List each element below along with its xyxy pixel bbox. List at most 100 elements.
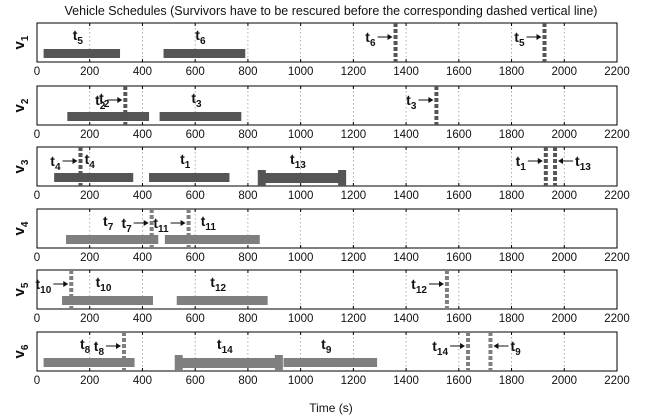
deadline-arrow-head xyxy=(438,281,444,287)
task-bar-end-cap xyxy=(257,170,266,186)
x-tick-label: 1200 xyxy=(341,252,367,264)
x-tick-label: 800 xyxy=(238,313,257,325)
deadline-arrow-head xyxy=(72,158,78,164)
x-tick-label: 400 xyxy=(133,252,152,264)
deadline-label-t12: t12 xyxy=(411,276,427,296)
task-bar-t3 xyxy=(159,112,242,121)
x-tick-label: 600 xyxy=(186,66,205,78)
x-tick-label: 2200 xyxy=(604,375,630,387)
task-bar-t6 xyxy=(163,49,246,58)
x-tick-label: 0 xyxy=(34,252,40,264)
x-tick-label: 1600 xyxy=(446,252,472,264)
x-tick-label: 1400 xyxy=(393,313,419,325)
task-label-t10: t10 xyxy=(96,274,112,294)
deadline-arrow-head xyxy=(63,281,69,287)
vehicle-panel-v3: 0 200 400 600 800 1000 1200 1400 1600 1800 2000 220… xyxy=(11,146,630,202)
task-bar-t13 xyxy=(259,173,345,183)
deadline-arrow-head xyxy=(387,34,393,40)
x-tick-label: 1200 xyxy=(341,66,367,78)
deadline-label-t11: t11 xyxy=(153,215,169,235)
vehicle-panel-v4: 0 200 400 600 800 1000 1200 1400 1600 1800 2000 220… xyxy=(11,208,630,264)
task-label-t6: t6 xyxy=(195,27,206,47)
vehicle-label-v5: v5 xyxy=(11,282,31,296)
vehicle-label-v1: v1 xyxy=(11,35,31,49)
x-tick-label: 1400 xyxy=(393,129,419,141)
deadline-label-t5: t5 xyxy=(514,29,525,49)
x-tick-label: 200 xyxy=(80,252,99,264)
task-label-t13: t13 xyxy=(290,151,306,171)
x-tick-label: 0 xyxy=(34,313,40,325)
x-tick-label: 400 xyxy=(133,313,152,325)
task-bar-t12 xyxy=(176,296,268,305)
task-bar-t14 xyxy=(176,358,281,368)
task-bar-t8 xyxy=(43,358,135,367)
vehicle-panel-v5: 0 200 400 600 800 1000 1200 1400 1600 1800 2000 220… xyxy=(11,269,630,325)
x-tick-label: 1800 xyxy=(499,190,525,202)
deadline-label-t8: t8 xyxy=(94,338,105,358)
task-bar-t9 xyxy=(283,358,378,367)
x-tick-label: 1000 xyxy=(288,129,314,141)
deadline-label-t14: t14 xyxy=(432,338,448,358)
deadline-arrow-head xyxy=(558,158,564,164)
deadline-label-t6: t6 xyxy=(365,29,376,49)
task-bar-t4 xyxy=(54,173,134,182)
x-tick-label: 1400 xyxy=(393,66,419,78)
x-tick-label: 2200 xyxy=(604,66,630,78)
x-tick-label: 600 xyxy=(186,252,205,264)
x-tick-label: 1600 xyxy=(446,375,472,387)
x-tick-label: 1600 xyxy=(446,190,472,202)
x-tick-label: 1400 xyxy=(393,375,419,387)
deadline-arrow-head xyxy=(493,343,499,349)
x-tick-label: 800 xyxy=(238,129,257,141)
deadline-label-t9: t9 xyxy=(510,338,521,358)
x-tick-label: 600 xyxy=(186,190,205,202)
task-label-t12: t12 xyxy=(210,274,226,294)
x-tick-label: 1800 xyxy=(499,129,525,141)
x-tick-label: 400 xyxy=(133,375,152,387)
deadline-arrow-head xyxy=(117,97,123,103)
x-axis-label: Time (s) xyxy=(309,401,353,415)
vehicle-label-v2: v2 xyxy=(11,98,31,112)
x-tick-label: 1400 xyxy=(393,252,419,264)
task-label-t11: t11 xyxy=(201,213,217,233)
task-label-t9: t9 xyxy=(321,336,332,356)
vehicle-label-v4: v4 xyxy=(11,221,31,235)
deadline-label-t2: t2 xyxy=(95,92,106,112)
x-tick-label: 1200 xyxy=(341,313,367,325)
task-label-t8: t8 xyxy=(80,336,91,356)
task-bar-end-cap xyxy=(274,355,283,371)
x-tick-label: 400 xyxy=(133,66,152,78)
x-tick-label: 0 xyxy=(34,375,40,387)
x-tick-label: 600 xyxy=(186,375,205,387)
x-tick-label: 1000 xyxy=(288,313,314,325)
task-label-t7: t7 xyxy=(103,213,114,233)
vehicle-label-v3: v3 xyxy=(11,159,31,173)
x-tick-label: 1000 xyxy=(288,190,314,202)
x-tick-label: 1000 xyxy=(288,375,314,387)
x-tick-label: 2000 xyxy=(551,66,577,78)
vehicle-panel-v1: 0 200 400 600 800 1000 1200 1400 1600 1800 2000 220… xyxy=(11,22,630,78)
x-tick-label: 400 xyxy=(133,190,152,202)
x-tick-label: 2200 xyxy=(604,313,630,325)
panel-frame xyxy=(36,22,618,63)
x-tick-label: 800 xyxy=(238,66,257,78)
task-label-t5: t5 xyxy=(73,27,84,47)
x-tick-label: 200 xyxy=(80,313,99,325)
deadline-label-t7: t7 xyxy=(121,215,132,235)
task-bar-t11 xyxy=(164,235,260,244)
deadline-arrow-head xyxy=(428,97,434,103)
x-tick-label: 0 xyxy=(34,190,40,202)
x-tick-label: 800 xyxy=(238,375,257,387)
vehicle-panel-v2: 0 200 400 600 800 1000 1200 1400 1600 1800 2000 220… xyxy=(11,85,630,141)
task-bar-t2 xyxy=(67,112,150,121)
task-label-t4: t4 xyxy=(85,151,96,171)
deadline-arrow-head xyxy=(536,34,542,40)
x-tick-label: 2000 xyxy=(551,129,577,141)
task-label-t3: t3 xyxy=(191,90,202,110)
x-tick-label: 200 xyxy=(80,375,99,387)
chart-title: Vehicle Schedules (Survivors have to be … xyxy=(65,4,598,18)
x-tick-label: 1200 xyxy=(341,375,367,387)
task-bar-t10 xyxy=(62,296,153,305)
x-tick-label: 2200 xyxy=(604,252,630,264)
